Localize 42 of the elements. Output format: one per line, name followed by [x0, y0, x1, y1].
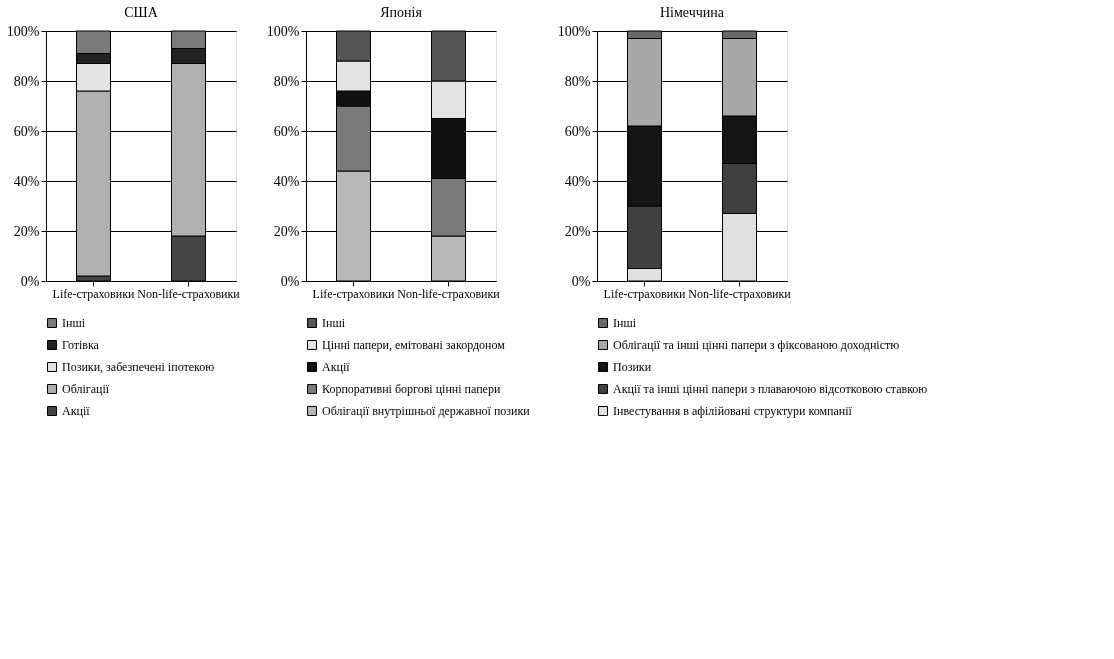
legend-label: Акції та інші цінні папери з плаваючою відсотковою ставкою — [613, 382, 928, 396]
legend-label: Позики — [613, 360, 652, 374]
y-tick-label: 0% — [20, 273, 40, 289]
y-tick-label: 100% — [557, 23, 591, 39]
chart-title: Японія — [380, 5, 423, 20]
legend-label: Цінні папери, емітовані закордоном — [322, 338, 506, 352]
y-tick-label: 100% — [266, 23, 300, 39]
legend-label: Облігації та інші цінні папери з фіксованою доходністю — [613, 338, 900, 352]
legend-label: Корпоративні боргові цінні папери — [322, 382, 501, 396]
x-tick-label: Non-life-страховики — [397, 286, 501, 301]
legend-label: Інші — [322, 316, 346, 330]
x-tick-label: Life-страховики — [52, 286, 136, 301]
legend-label: Інші — [613, 316, 637, 330]
legend-label: Готівка — [62, 338, 100, 352]
chart-title: США — [124, 5, 159, 20]
y-tick-label: 20% — [564, 223, 591, 239]
y-tick-label: 0% — [280, 273, 300, 289]
y-tick-label: 80% — [564, 73, 591, 89]
legend-label: Акції — [62, 404, 91, 418]
y-tick-label: 80% — [273, 73, 300, 89]
y-tick-label: 60% — [13, 123, 40, 139]
y-tick-label: 60% — [273, 123, 300, 139]
x-tick-label: Non-life-страховики — [137, 286, 241, 301]
legend-label: Інші — [62, 316, 86, 330]
legend-label: Акції — [322, 360, 351, 374]
y-tick-label: 20% — [273, 223, 300, 239]
y-tick-label: 20% — [13, 223, 40, 239]
legend-label: Позики, забезпечені іпотекою — [62, 360, 215, 374]
y-tick-label: 40% — [273, 173, 300, 189]
y-tick-label: 80% — [13, 73, 40, 89]
legend-label: Облігації — [62, 382, 110, 396]
chart-title: Німеччина — [659, 5, 725, 20]
y-tick-label: 40% — [13, 173, 40, 189]
x-tick-label: Non-life-страховики — [688, 286, 792, 301]
y-tick-label: 0% — [571, 273, 591, 289]
y-tick-label: 100% — [6, 23, 40, 39]
y-tick-label: 60% — [564, 123, 591, 139]
x-tick-label: Life-страховики — [603, 286, 687, 301]
y-tick-label: 40% — [564, 173, 591, 189]
x-tick-label: Life-страховики — [312, 286, 396, 301]
legend-label: Інвестування в афілійовані структури компанії — [613, 404, 853, 418]
legend-label: Облігації внутрішньої державної позики — [322, 404, 531, 418]
